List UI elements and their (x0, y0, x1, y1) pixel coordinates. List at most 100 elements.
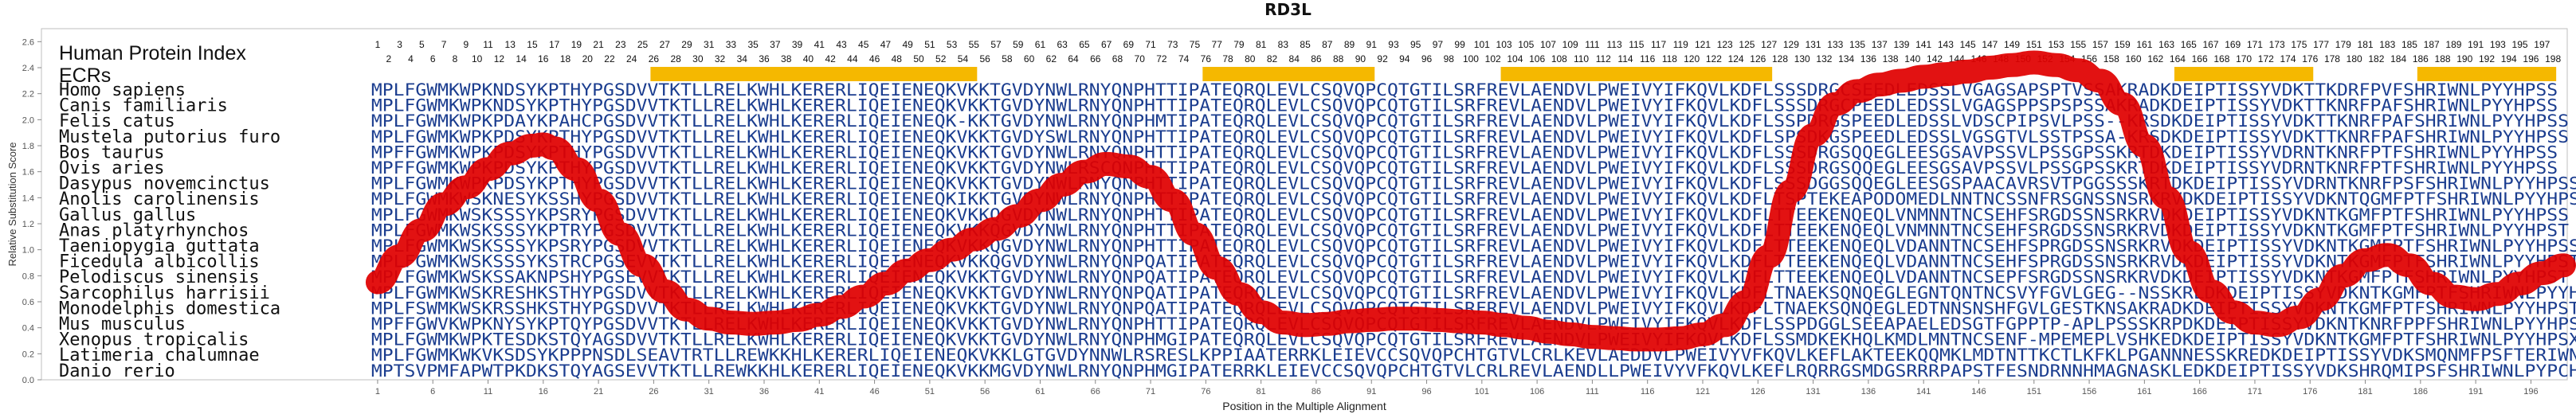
alignment-sequence: MPLFGWMKWKVKSDSYKPPPNSDLSEAVTRTLLREWKKHL… (371, 346, 2576, 365)
substitution-score-line (365, 50, 2576, 352)
alignment-sequence: MPLFGWMKWPKNDSYKPTHYPGSDVVTKTLLRELKWHLKE… (371, 80, 2558, 100)
x-tick-label: 121 (1696, 387, 1710, 397)
x-tick-label: 71 (1146, 387, 1155, 397)
x-tick-label: 156 (2082, 387, 2096, 397)
human-index-number: 113 (1607, 39, 1622, 50)
human-index-number: 115 (1629, 39, 1644, 50)
human-index-number: 16 (538, 53, 549, 64)
alignment-sequence: MPLFGWMKWSKSSSYKPTRYPGSDVVTKTLLRELKWHLKE… (371, 221, 2569, 240)
human-index-number: 187 (2424, 39, 2440, 50)
human-index-number: 133 (1827, 39, 1843, 50)
human-index-number: 172 (2258, 53, 2274, 64)
human-index-number: 36 (759, 53, 770, 64)
human-index-number: 170 (2236, 53, 2252, 64)
human-index-number: 160 (2125, 53, 2141, 64)
human-index-number: 52 (935, 53, 947, 64)
human-index-number: 95 (1410, 39, 1421, 50)
human-index-number: 162 (2147, 53, 2163, 64)
species-name: Gallus gallus (59, 205, 196, 225)
human-index-number: 132 (1816, 53, 1832, 64)
y-axis-label: Relative Substitution Score (6, 142, 18, 266)
human-index-number: 104 (1507, 53, 1523, 64)
x-tick-label: 16 (539, 387, 548, 397)
species-name: Ficedula albicollis (59, 252, 260, 272)
human-index-number: 165 (2181, 39, 2197, 50)
human-index-number: 198 (2545, 53, 2561, 64)
human-index-number: 76 (1201, 53, 1212, 64)
human-index-number: 137 (1872, 39, 1888, 50)
human-index-number: 184 (2390, 53, 2406, 64)
human-index-number: 169 (2225, 39, 2241, 50)
species-name: Pelodiscus sinensis (59, 268, 260, 287)
x-tick-label: 56 (980, 387, 990, 397)
human-index-number: 39 (792, 39, 803, 50)
ecr-region-bar (2174, 67, 2314, 81)
human-index-number: 89 (1344, 39, 1355, 50)
human-index-number: 10 (472, 53, 483, 64)
species-name: Monodelphis domestica (59, 299, 280, 318)
human-index-number: 26 (649, 53, 660, 64)
species-name: Taeniopygia guttata (59, 236, 260, 256)
human-index-number: 130 (1794, 53, 1810, 64)
human-index-number: 30 (692, 53, 704, 64)
human-index-number: 20 (582, 53, 594, 64)
y-tick-label: 1.2 (22, 220, 34, 229)
human-index-number: 15 (527, 39, 538, 50)
human-index-number: 12 (494, 53, 505, 64)
human-index-number: 192 (2479, 53, 2495, 64)
ecr-region-bar (2417, 67, 2557, 81)
x-tick-label: 26 (649, 387, 658, 397)
ecr-label: ECRs (59, 64, 111, 87)
human-index-number: 8 (453, 53, 458, 64)
x-tick-label: 76 (1201, 387, 1210, 397)
alignment-sequence: MPFFGWMKWPKPDSYKPTHYPGSDVVTKTLLRELKWHLKE… (371, 143, 2558, 162)
alignment-sequence: MPLFGWMKWPKNDSYKPTHYPGSDVVTKTLLRELKWHLKE… (371, 96, 2558, 115)
human-index-number: 54 (958, 53, 969, 64)
human-index-number: 33 (726, 39, 737, 50)
x-axis-label: Position in the Multiple Alignment (1222, 400, 1386, 412)
human-index-number: 111 (1585, 39, 1600, 50)
chart-title: RD3L (1264, 0, 1312, 19)
human-protein-index-label: Human Protein Index (59, 42, 246, 64)
human-index-number: 25 (637, 39, 649, 50)
human-index-number: 94 (1399, 53, 1410, 64)
species-name: Mustela putorius furo (59, 127, 280, 147)
human-index-number: 5 (419, 39, 425, 50)
human-index-number: 2 (386, 53, 391, 64)
human-index-number: 185 (2402, 39, 2417, 50)
human-index-number: 78 (1222, 53, 1233, 64)
species-name: Felis catus (59, 111, 175, 131)
human-index-number: 161 (2136, 39, 2152, 50)
human-index-number: 17 (549, 39, 560, 50)
human-index-number: 103 (1496, 39, 1512, 50)
human-index-number: 197 (2534, 39, 2550, 50)
human-index-number: 13 (505, 39, 516, 50)
x-tick-label: 1 (375, 387, 380, 397)
human-index-number: 38 (781, 53, 792, 64)
y-tick-label: 1.8 (22, 142, 34, 151)
human-index-number: 71 (1145, 39, 1156, 50)
human-index-number: 136 (1860, 53, 1876, 64)
human-index-number: 123 (1717, 39, 1733, 50)
human-index-number: 126 (1750, 53, 1766, 64)
species-name: Anolis carolinensis (59, 189, 260, 209)
x-tick-label: 61 (1035, 387, 1045, 397)
human-index-number: 121 (1695, 39, 1711, 50)
human-index-number: 114 (1617, 53, 1633, 64)
human-index-number: 34 (737, 53, 748, 64)
x-tick-label: 11 (484, 387, 492, 397)
human-index-number: 157 (2092, 39, 2108, 50)
y-tick-label: 1.4 (22, 193, 34, 203)
alignment-sequence: MPLFGWMKWSKNESYKSSHYPGSDVVTKTLLRELKWHLKE… (371, 189, 2576, 209)
human-index-number: 178 (2324, 53, 2340, 64)
human-index-number: 188 (2435, 53, 2451, 64)
human-index-number: 84 (1289, 53, 1300, 64)
human-index-number: 65 (1079, 39, 1090, 50)
y-tick-label: 0.0 (22, 376, 34, 385)
x-tick-label: 66 (1091, 387, 1100, 397)
alignment-sequence: MPLFGWMKWPKPDSYKPTHYPGSDVVTKTLLRELKWHLKE… (371, 127, 2569, 146)
human-index-number: 195 (2512, 39, 2528, 50)
human-index-number: 175 (2291, 39, 2307, 50)
human-index-number: 7 (441, 39, 447, 50)
